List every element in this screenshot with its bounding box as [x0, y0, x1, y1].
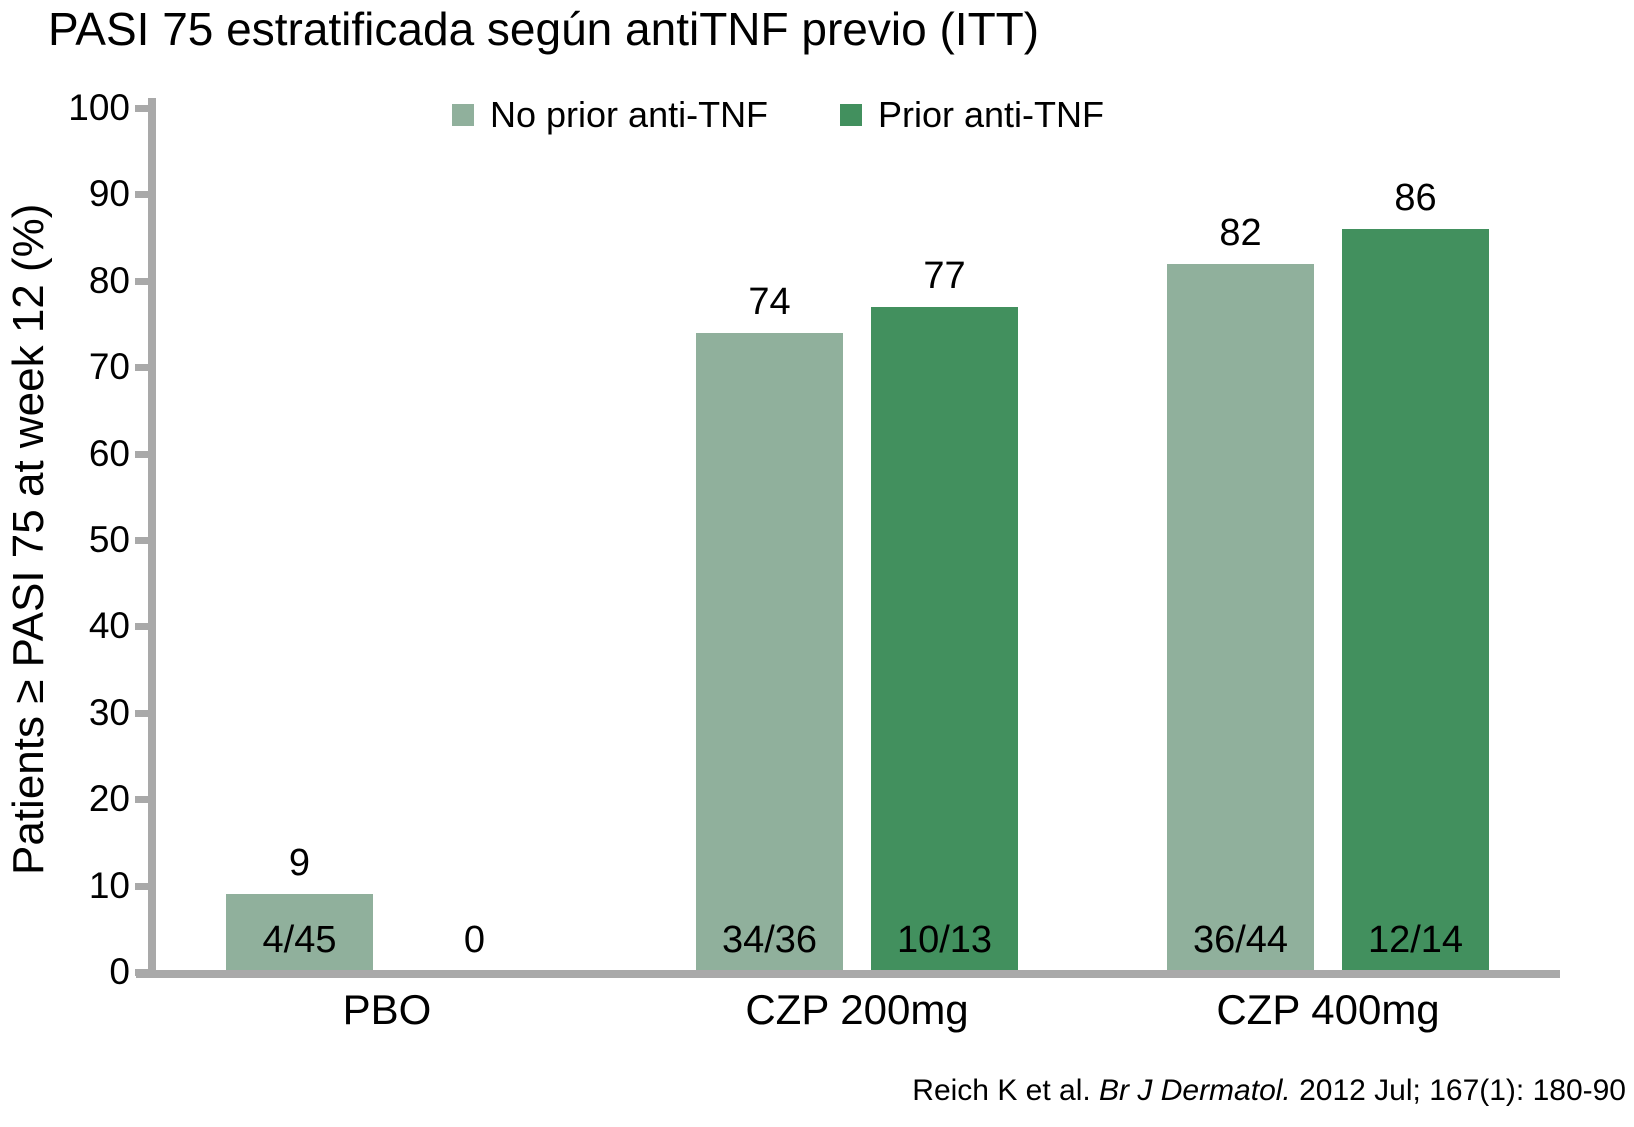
y-axis-tick-10 — [135, 882, 148, 890]
category-label-czp-200mg: CZP 200mg — [745, 986, 969, 1033]
value-label-prior-anti-tnf-czp-400mg: 86 — [1394, 176, 1437, 219]
y-axis-tick-70 — [135, 364, 148, 372]
legend-label-prior: Prior anti-TNF — [878, 94, 1105, 135]
y-axis-tick-90 — [135, 191, 148, 199]
legend-item-no-prior: No prior anti-TNF — [452, 94, 768, 136]
y-axis-tick-20 — [135, 796, 148, 804]
y-axis-tick-label-90: 90 — [88, 173, 130, 215]
legend-item-prior: Prior anti-TNF — [840, 94, 1104, 136]
bar-prior-anti-tnf-czp-400mg — [1342, 228, 1489, 972]
y-axis-tick-60 — [135, 450, 148, 458]
category-label-pbo: PBO — [342, 986, 432, 1033]
bar-no-prior-anti-tnf-czp-200mg — [696, 332, 843, 972]
value-label-no-prior-anti-tnf-czp-200mg: 74 — [748, 280, 791, 323]
value-label-no-prior-anti-tnf-pbo: 9 — [288, 842, 311, 885]
y-axis-tick-label-60: 60 — [88, 432, 130, 474]
category-label-czp-400mg: CZP 400mg — [1216, 986, 1440, 1033]
y-axis-tick-label-10: 10 — [88, 864, 130, 906]
count-label-no-prior-anti-tnf-czp-200mg: 34/36 — [721, 919, 818, 961]
citation-journal: Br J Dermatol. — [1099, 1074, 1291, 1107]
y-axis-tick-label-20: 20 — [88, 778, 130, 820]
y-axis-tick-80 — [135, 277, 148, 285]
count-label-prior-anti-tnf-czp-400mg: 12/14 — [1367, 919, 1464, 961]
y-axis-tick-50 — [135, 537, 148, 544]
y-axis-tick-label-40: 40 — [88, 605, 130, 647]
count-label-no-prior-anti-tnf-pbo: 4/45 — [262, 919, 337, 961]
legend-swatch-dark-icon — [840, 104, 862, 126]
citation-authors: Reich K et al. — [912, 1074, 1100, 1107]
y-axis-tick-label-80: 80 — [88, 259, 130, 301]
citation-details: 2012 Jul; 167(1): 180-90 — [1290, 1074, 1626, 1107]
y-axis-tick-label-0: 0 — [109, 951, 130, 992]
y-axis-tick-label-100: 100 — [68, 87, 130, 128]
bar-prior-anti-tnf-czp-200mg — [871, 306, 1018, 972]
y-axis-tick-40 — [135, 623, 148, 631]
y-axis-line — [148, 98, 156, 978]
count-label-no-prior-anti-tnf-czp-400mg: 36/44 — [1192, 919, 1289, 961]
y-axis-tick-label-70: 70 — [88, 346, 130, 388]
count-label-prior-anti-tnf-czp-200mg: 10/13 — [896, 919, 993, 961]
value-label-prior-anti-tnf-czp-200mg: 77 — [923, 254, 966, 297]
legend-label-no-prior: No prior anti-TNF — [490, 94, 769, 135]
value-label-prior-anti-tnf-pbo: 0 — [463, 919, 486, 961]
chart-title: PASI 75 estratificada según antiTNF prev… — [48, 3, 1040, 55]
y-axis-tick-label-30: 30 — [88, 691, 130, 733]
legend-swatch-light-icon — [452, 104, 474, 126]
y-axis-tick-label-50: 50 — [88, 519, 130, 560]
bar-no-prior-anti-tnf-czp-400mg — [1167, 263, 1314, 972]
y-axis-tick-30 — [135, 709, 148, 717]
bar-no-prior-anti-tnf-pbo — [226, 894, 373, 972]
y-axis-tick-100 — [135, 105, 148, 112]
citation: Reich K et al. Br J Dermatol. 2012 Jul; … — [912, 1074, 1626, 1108]
x-axis-line — [136, 970, 1560, 978]
value-label-no-prior-anti-tnf-czp-400mg: 82 — [1219, 211, 1262, 254]
